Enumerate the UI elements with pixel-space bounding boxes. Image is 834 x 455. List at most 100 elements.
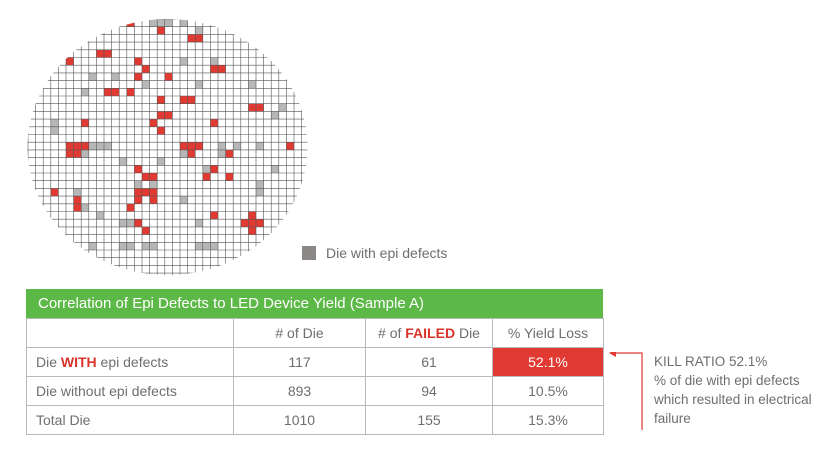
epi-defect-die xyxy=(210,57,218,66)
callout-arrow xyxy=(609,352,643,430)
epi-defect-die xyxy=(88,242,97,250)
callout-title: KILL RATIO 52.1% xyxy=(654,354,768,369)
callout-line: failure xyxy=(654,411,691,426)
epi-defect-die xyxy=(88,142,97,150)
failed-die xyxy=(134,196,142,204)
table-row: Die without epi defects 893 94 10.5% xyxy=(26,376,604,406)
yield-data-table: # of Die # of FAILED Die % Yield Loss Di… xyxy=(26,318,604,435)
epi-defect-die xyxy=(218,142,226,150)
failed-die xyxy=(73,203,82,212)
table-title: Correlation of Epi Defects to LED Device… xyxy=(26,289,603,318)
epi-defect-die xyxy=(164,19,173,27)
failed-die xyxy=(149,196,158,204)
failed-die xyxy=(126,88,135,96)
header-yield-loss: % Yield Loss xyxy=(492,318,604,348)
legend: Die with epi defects xyxy=(302,245,447,261)
epi-defect-die xyxy=(210,242,218,250)
epi-defect-die xyxy=(271,111,279,120)
failed-die xyxy=(286,142,294,150)
failed-die xyxy=(142,226,150,235)
epi-defect-die xyxy=(149,180,158,189)
epi-defect-die xyxy=(81,149,89,158)
header-num-failed-post: Die xyxy=(455,325,480,341)
epi-defect-die xyxy=(157,157,165,166)
failed-die xyxy=(126,203,135,212)
epi-defect-die xyxy=(81,203,89,212)
failed-die xyxy=(149,173,158,181)
epi-defect-die xyxy=(202,165,211,173)
failed-die xyxy=(225,149,234,158)
failed-die xyxy=(218,65,226,73)
row-label-pre: Die xyxy=(36,354,61,370)
failed-die xyxy=(66,142,74,150)
failed-die xyxy=(149,188,158,197)
wafer-map xyxy=(27,19,308,275)
epi-defect-die xyxy=(218,149,226,158)
epi-defect-die xyxy=(278,103,287,112)
cell-num-die: 893 xyxy=(233,376,366,406)
row-label-without-defects: Die without epi defects xyxy=(26,376,234,406)
epi-defect-die xyxy=(149,19,158,27)
failed-die xyxy=(134,188,142,197)
failed-die xyxy=(187,96,196,104)
legend-swatch xyxy=(302,246,316,260)
epi-defect-die xyxy=(256,142,264,150)
cell-yield-loss: 10.5% xyxy=(492,376,604,406)
table-row: Total Die 1010 155 15.3% xyxy=(26,405,604,435)
failed-die xyxy=(195,142,203,150)
failed-die xyxy=(104,19,112,27)
epi-defect-die xyxy=(202,242,211,250)
cell-num-failed: 155 xyxy=(365,405,493,435)
callout-line: which resulted in electrical xyxy=(654,392,812,407)
failed-die xyxy=(134,219,142,227)
failed-die xyxy=(134,57,142,66)
failed-die xyxy=(142,65,150,73)
epi-defect-die xyxy=(119,157,127,166)
failed-die xyxy=(187,149,196,158)
failed-die xyxy=(73,196,82,204)
epi-defect-die xyxy=(180,149,188,158)
failed-die xyxy=(104,49,112,58)
epi-defect-die xyxy=(149,242,158,250)
epi-defect-die xyxy=(104,142,112,150)
failed-die xyxy=(66,57,74,66)
epi-defect-die xyxy=(256,180,264,189)
failed-die xyxy=(142,173,150,181)
header-blank xyxy=(26,318,234,348)
epi-defect-die xyxy=(195,242,203,250)
failed-die xyxy=(210,165,218,173)
failed-die xyxy=(164,111,173,120)
epi-defect-die xyxy=(119,242,127,250)
header-num-failed-pre: # of xyxy=(378,325,406,341)
failed-die xyxy=(73,149,82,158)
epi-defect-die xyxy=(134,180,142,189)
epi-defect-die xyxy=(111,72,120,81)
epi-defect-die xyxy=(195,80,203,89)
failed-die xyxy=(225,173,234,181)
failed-die xyxy=(202,173,211,181)
epi-defect-die xyxy=(50,119,59,127)
legend-label: Die with epi defects xyxy=(326,245,448,261)
failed-die xyxy=(248,211,256,220)
failed-die xyxy=(248,103,256,112)
callout-line: % of die with epi defects xyxy=(654,373,800,388)
callout-text: KILL RATIO 52.1% % of die with epi defec… xyxy=(654,352,812,428)
failed-die xyxy=(210,211,218,220)
failed-die xyxy=(81,119,89,127)
cell-yield-loss-highlight: 52.1% xyxy=(492,347,604,377)
failed-die xyxy=(142,188,150,197)
epi-defect-die xyxy=(126,219,135,227)
failed-die xyxy=(195,34,203,43)
epi-defect-die xyxy=(88,72,97,81)
epi-defect-die xyxy=(271,165,279,173)
failed-die xyxy=(256,103,264,112)
epi-defect-die xyxy=(233,142,241,150)
yield-table: Correlation of Epi Defects to LED Device… xyxy=(26,289,604,435)
failed-die xyxy=(50,188,59,197)
failed-die xyxy=(96,49,104,58)
epi-defect-die xyxy=(81,88,89,96)
kill-ratio-callout: KILL RATIO 52.1% % of die with epi defec… xyxy=(608,352,834,432)
failed-die xyxy=(180,96,188,104)
failed-die xyxy=(111,88,120,96)
epi-defect-die xyxy=(50,126,59,135)
